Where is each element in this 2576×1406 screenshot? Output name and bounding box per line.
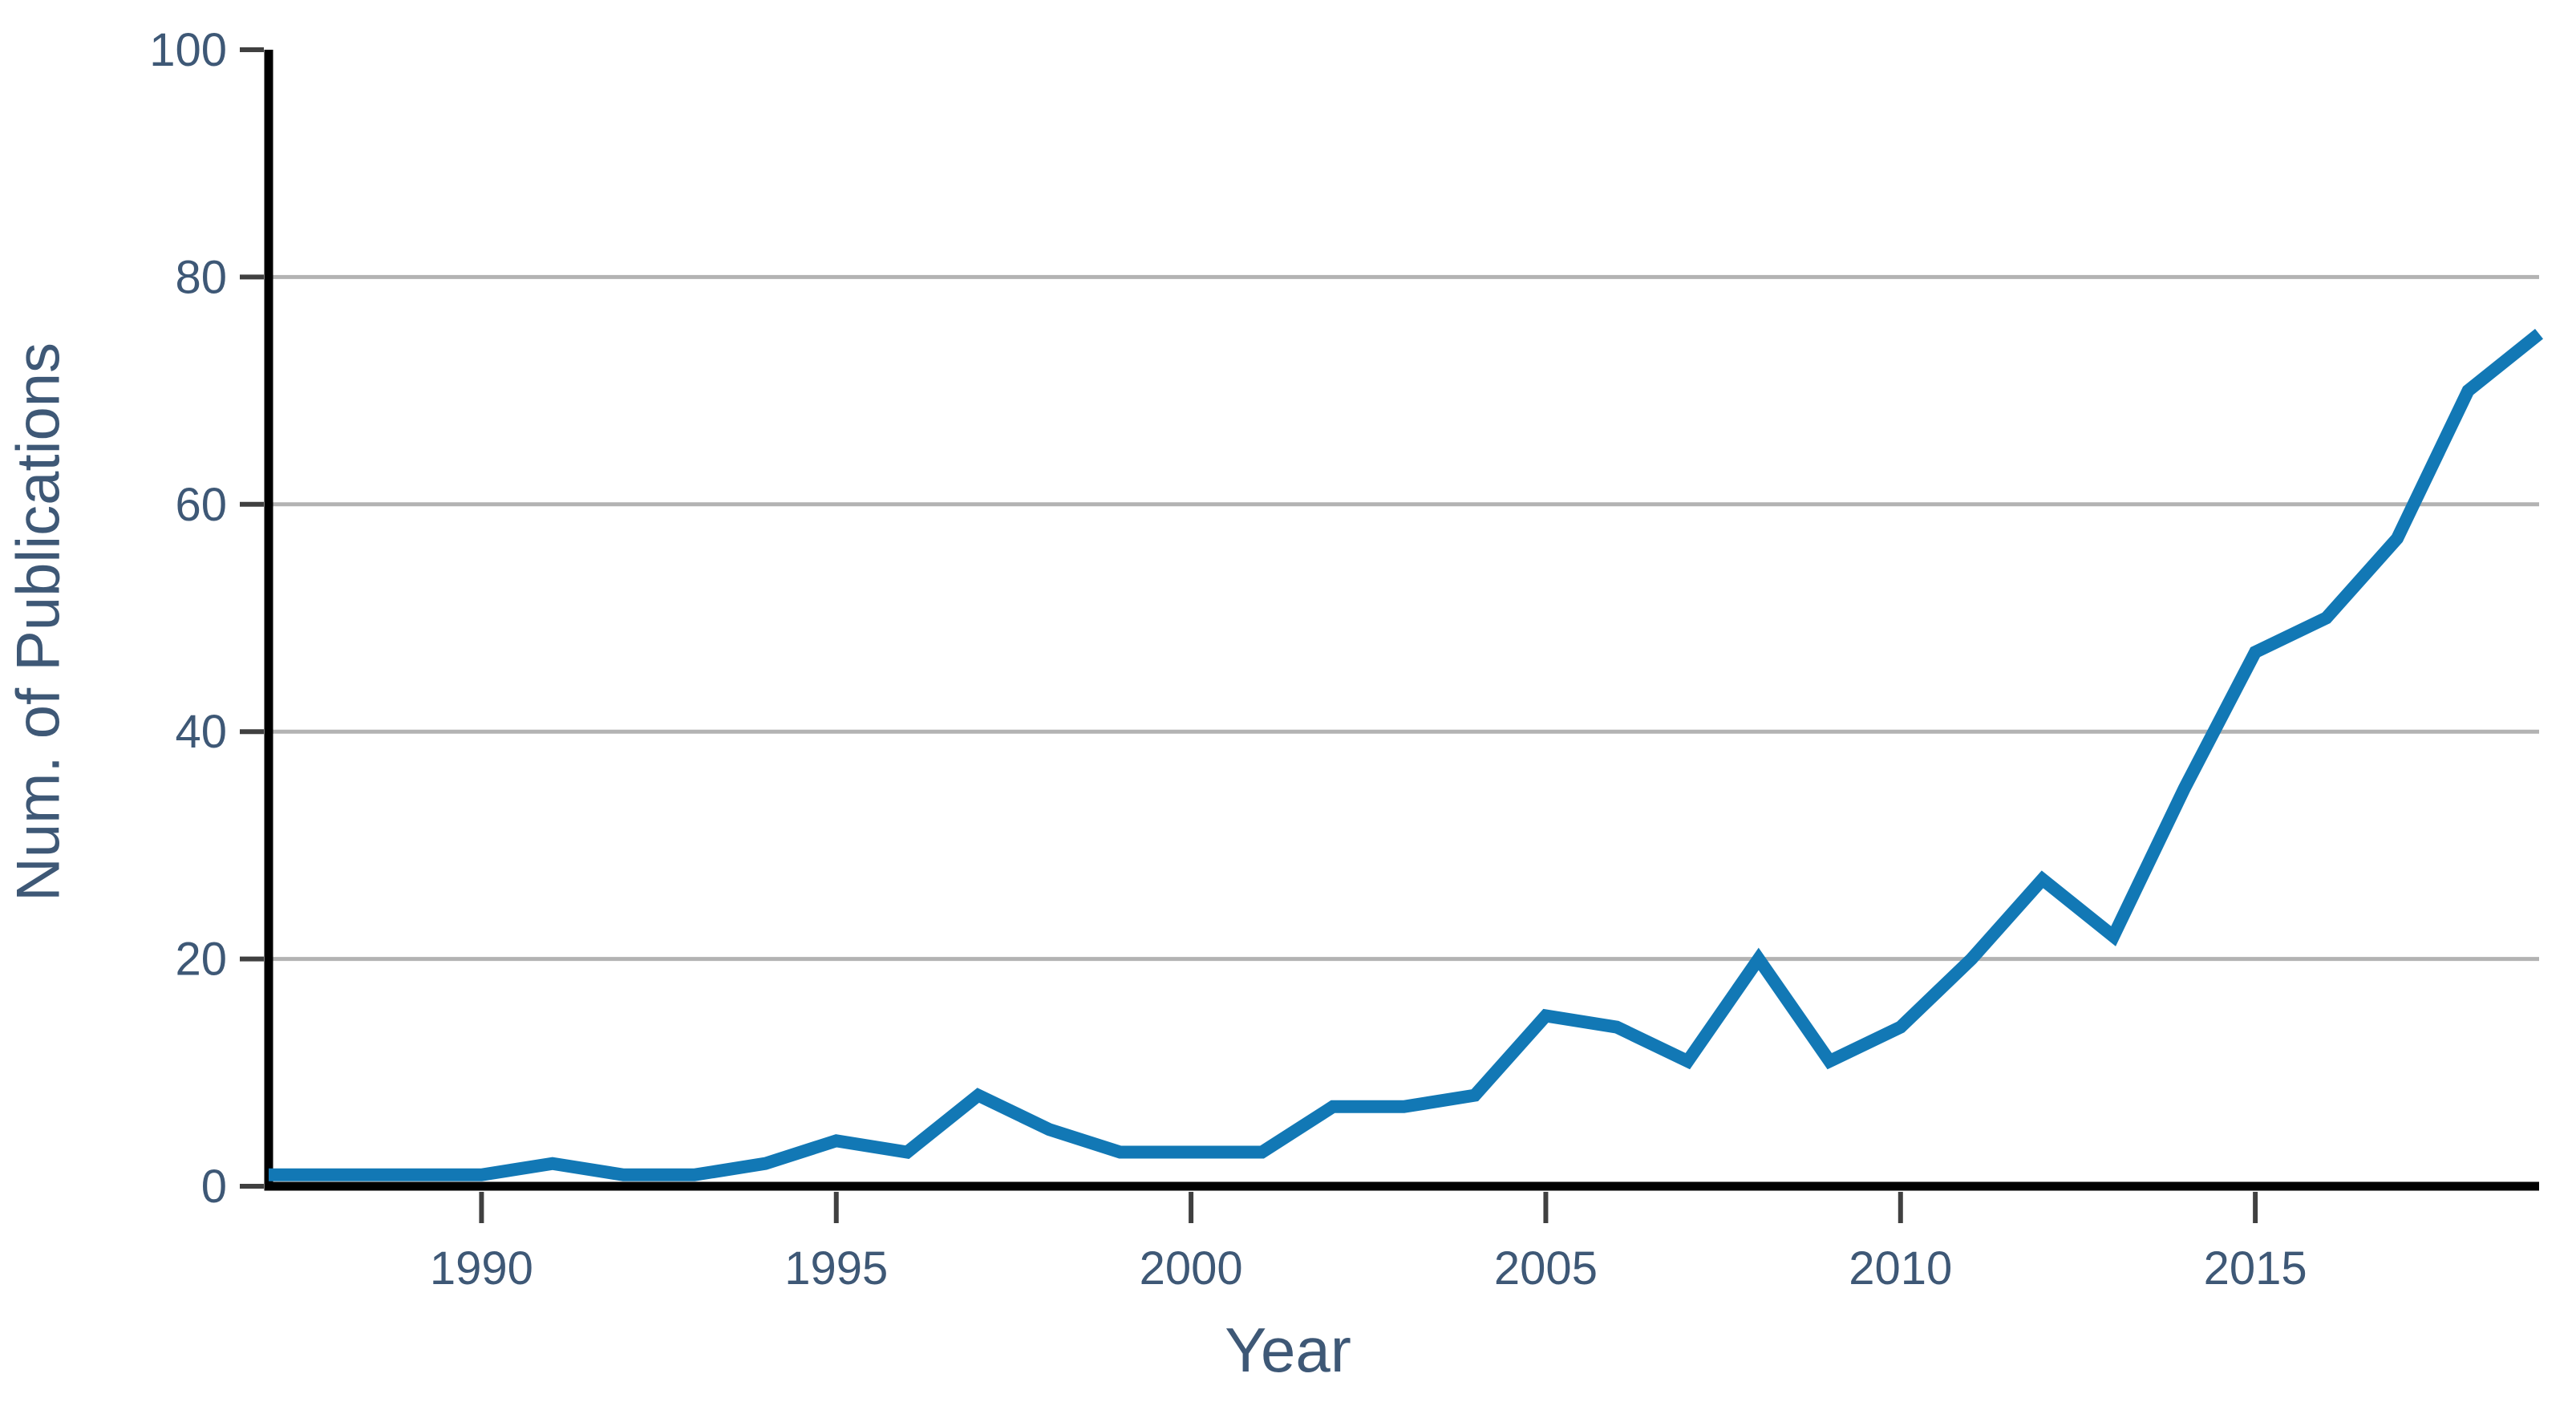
y-tick-label: 60 bbox=[175, 479, 227, 531]
x-tick-label: 1995 bbox=[784, 1242, 888, 1295]
x-tick-label: 1990 bbox=[430, 1242, 533, 1295]
y-tick-label: 20 bbox=[175, 934, 227, 986]
y-tick-label: 80 bbox=[175, 251, 227, 303]
x-tick-label: 2010 bbox=[1849, 1242, 1952, 1295]
publications-series-line bbox=[269, 329, 2543, 1181]
y-tick-label: 40 bbox=[175, 706, 227, 758]
x-tick-label: 2005 bbox=[1494, 1242, 1598, 1295]
y-axis-title: Num. of Publications bbox=[4, 342, 73, 902]
x-axis-title: Year bbox=[1225, 1315, 1351, 1385]
x-tick-label: 2000 bbox=[1140, 1242, 1243, 1295]
y-tick-label: 100 bbox=[149, 24, 227, 76]
x-tick-label: 2015 bbox=[2204, 1242, 2307, 1295]
y-tick-label: 0 bbox=[201, 1161, 227, 1213]
